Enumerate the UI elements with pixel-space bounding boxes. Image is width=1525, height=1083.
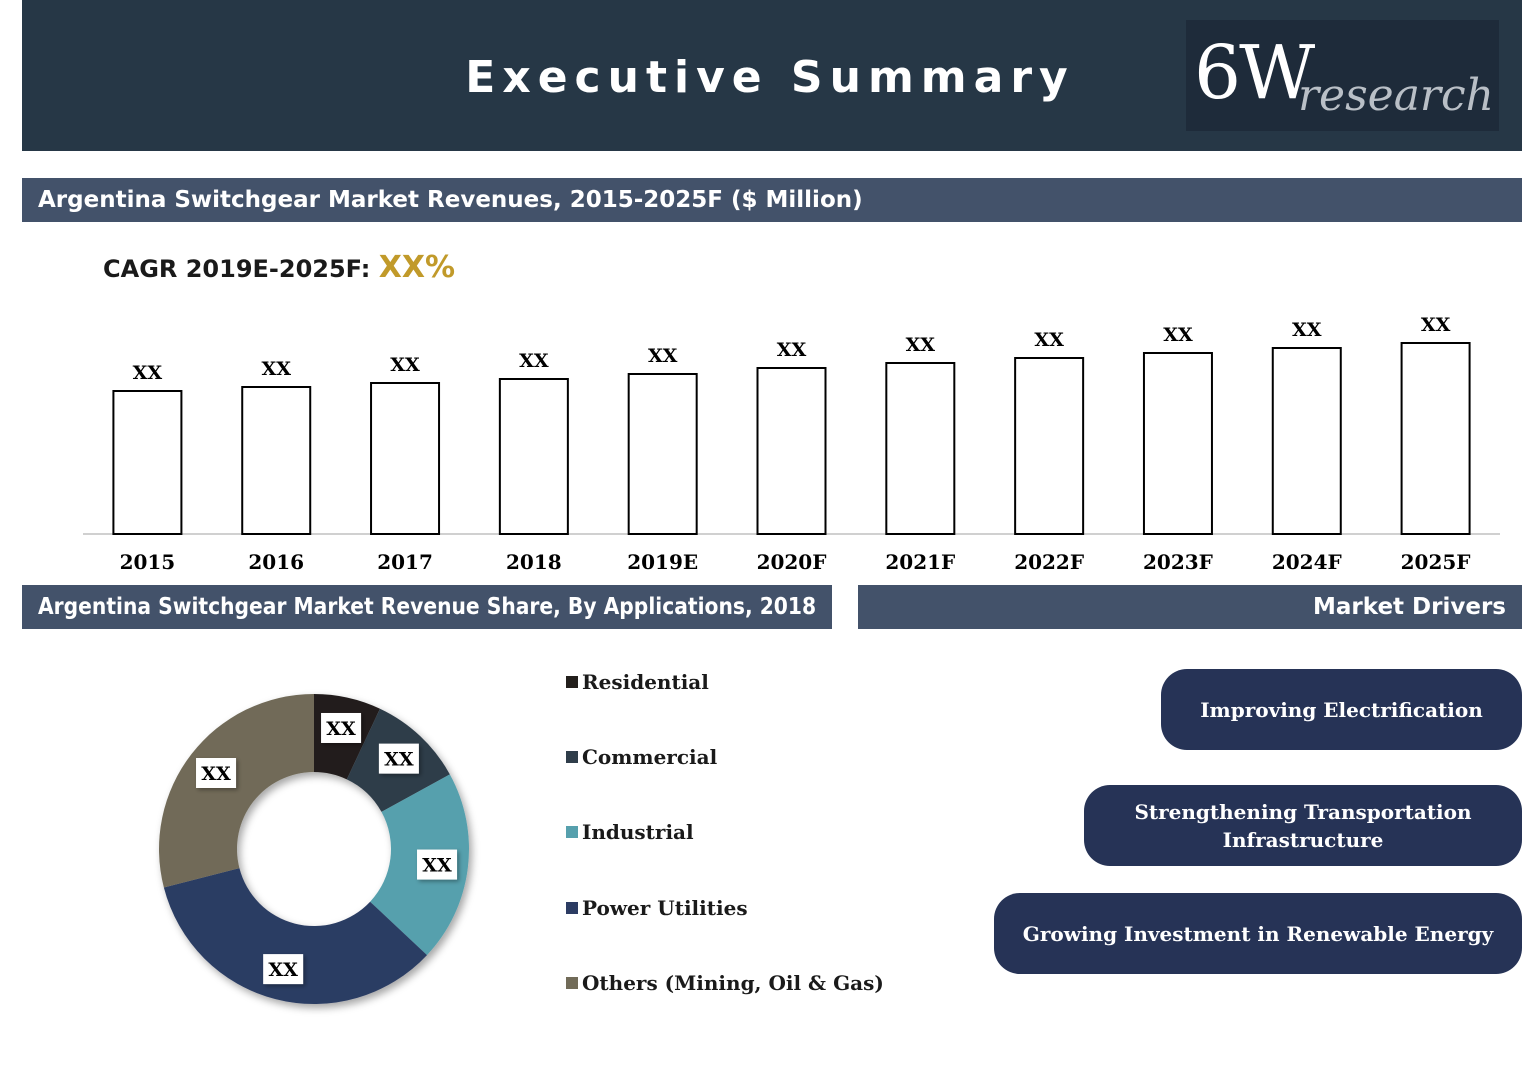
x-tick-label: 2021F <box>885 550 955 574</box>
bar <box>498 378 569 535</box>
bar <box>1142 352 1213 535</box>
logo: 6W research <box>1186 20 1499 131</box>
bar <box>241 386 312 535</box>
cagr-label: CAGR 2019E-2025F: <box>103 255 371 283</box>
x-tick-label: 2018 <box>506 550 562 574</box>
x-tick-label: 2016 <box>248 550 304 574</box>
legend-item-others: Others (Mining, Oil & Gas) <box>566 971 884 995</box>
bar <box>1014 357 1085 535</box>
driver-label: Improving Electrification <box>1200 697 1483 722</box>
legend-swatch <box>566 977 578 989</box>
bar <box>885 362 956 535</box>
bar-value-label: XX <box>906 334 936 356</box>
driver-label: Strengthening Transportation Infrastruct… <box>1134 799 1472 852</box>
legend-label: Residential <box>582 670 709 694</box>
bar <box>756 367 827 535</box>
driver-label: Growing Investment in Renewable Energy <box>1022 921 1494 946</box>
logo-sub-text: research <box>1298 70 1494 121</box>
bar-value-label: XX <box>390 354 420 376</box>
legend-label: Others (Mining, Oil & Gas) <box>582 971 884 995</box>
bar-value-label: XX <box>1163 324 1193 346</box>
bar <box>1271 347 1342 535</box>
legend-swatch <box>566 826 578 838</box>
bar-value-label: XX <box>133 362 163 384</box>
driver-improving-electrification: Improving Electrification <box>1161 669 1522 750</box>
x-tick-label: 2020F <box>757 550 827 574</box>
bar <box>112 390 183 535</box>
application-share-donut: XX XX XX XX XX <box>159 694 469 1004</box>
page-title: Executive Summary <box>465 52 1075 103</box>
slice-value-label: XX <box>422 855 452 877</box>
slice-label-box <box>321 712 362 743</box>
x-tick-label: 2025F <box>1401 550 1471 574</box>
bar-value-label: XX <box>1034 329 1064 351</box>
bar <box>627 373 698 535</box>
bar <box>1400 342 1471 535</box>
legend-label: Power Utilities <box>582 896 748 920</box>
slice-value-label: XX <box>384 749 414 771</box>
drivers-section-bar: Market Drivers <box>858 585 1522 629</box>
share-section-bar: Argentina Switchgear Market Revenue Shar… <box>22 585 832 629</box>
bar-value-label: XX <box>1292 319 1322 341</box>
donut-slice <box>163 868 427 1004</box>
legend-item-power-utilities: Power Utilities <box>566 896 748 920</box>
cagr-value: XX% <box>378 250 456 285</box>
legend-swatch <box>566 902 578 914</box>
legend-item-commercial: Commercial <box>566 745 717 769</box>
legend-item-residential: Residential <box>566 670 709 694</box>
revenue-bar-chart: XX 2015 XX 2016 XX 2017 XX 2018 XX 2019E XX 2020F XX… <box>83 314 1500 574</box>
revenue-section-title: Argentina Switchgear Market Revenues, 20… <box>38 187 863 213</box>
slice-label-box <box>196 757 237 788</box>
bar-value-label: XX <box>261 358 291 380</box>
legend-label: Commercial <box>582 745 718 769</box>
bar-value-label: XX <box>519 350 549 372</box>
driver-renewable-energy: Growing Investment in Renewable Energy <box>994 893 1522 974</box>
legend-label: Industrial <box>582 820 694 844</box>
logo-main-text: 6W <box>1194 30 1315 116</box>
x-tick-label: 2019E <box>627 550 698 574</box>
slice-value-label: XX <box>326 718 356 740</box>
bar-value-label: XX <box>1421 314 1451 336</box>
driver-transportation-infrastructure: Strengthening Transportation Infrastruct… <box>1084 785 1522 866</box>
legend-swatch <box>566 676 578 688</box>
bar-value-label: XX <box>777 339 807 361</box>
legend-item-industrial: Industrial <box>566 820 694 844</box>
slice-label-box <box>378 743 419 774</box>
x-tick-label: 2023F <box>1143 550 1213 574</box>
slice-label-box <box>417 849 458 880</box>
x-tick-label: 2015 <box>120 550 176 574</box>
share-section-title: Argentina Switchgear Market Revenue Shar… <box>38 594 817 620</box>
revenue-section-bar: Argentina Switchgear Market Revenues, 20… <box>22 178 1522 222</box>
donut-slice <box>159 694 314 888</box>
slice-value-label: XX <box>268 959 298 981</box>
donut-ring <box>159 694 469 1004</box>
bar-value-label: XX <box>648 345 678 367</box>
x-tick-label: 2022F <box>1014 550 1084 574</box>
slice-value-label: XX <box>201 763 231 785</box>
cagr-text: CAGR 2019E-2025F: XX% <box>103 250 455 285</box>
bar <box>370 382 441 535</box>
legend-swatch <box>566 751 578 763</box>
x-tick-label: 2017 <box>377 550 433 574</box>
slice-label-box <box>263 954 304 985</box>
drivers-section-title: Market Drivers <box>1313 594 1506 620</box>
x-tick-label: 2024F <box>1272 550 1342 574</box>
